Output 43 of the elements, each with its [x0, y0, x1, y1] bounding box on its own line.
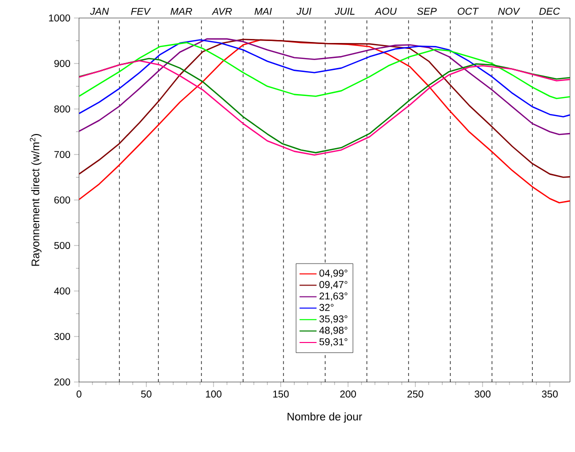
text: MAI — [254, 8, 272, 15]
y-tick-label: 1000 — [49, 14, 70, 22]
legend-label: 35,93° — [319, 315, 348, 324]
line-series — [79, 42, 570, 100]
x-axis-title: Nombre de jour — [288, 412, 362, 423]
x-tick-label: 50 — [141, 390, 152, 398]
x-tick-label: 150 — [273, 390, 289, 398]
text: DEC — [539, 8, 560, 15]
text: JAN — [90, 8, 109, 15]
y-tick-label: 400 — [54, 287, 70, 295]
x-tick-label: 350 — [542, 390, 558, 398]
y-tick-label: 300 — [54, 332, 70, 340]
legend-label: 32° — [319, 304, 334, 311]
y-axis-title: Rayonnement direct (w/m$^{2}$) — [30, 134, 42, 266]
text: SEP — [417, 8, 437, 15]
x-tick-label: 200 — [340, 390, 356, 398]
y-tick-label: 600 — [54, 196, 70, 204]
legend-label: 09,47° — [319, 281, 348, 290]
text: FEV — [131, 8, 151, 15]
line-series — [79, 38, 570, 178]
text: AVR — [212, 8, 232, 15]
legend-label: 59,31° — [319, 338, 348, 346]
line-series — [79, 38, 570, 136]
text: MAR — [170, 8, 192, 15]
x-tick-label: 300 — [474, 390, 490, 398]
text: AOU — [374, 8, 397, 15]
x-tick-label: 250 — [407, 390, 424, 398]
y-tick-label: 200 — [54, 378, 70, 386]
x-tick-label: 100 — [206, 390, 222, 398]
text: OCT — [458, 8, 479, 15]
legend-label: 04,99° — [319, 270, 348, 278]
line-series — [79, 39, 570, 204]
line-series — [79, 39, 570, 118]
legend-label: 48,98° — [319, 326, 348, 336]
y-tick-label: 800 — [54, 105, 70, 113]
text: JUI — [296, 8, 312, 15]
y-tick-label: 700 — [54, 150, 70, 158]
text: JUIL — [334, 8, 355, 15]
x-tick-label: 0 — [76, 390, 82, 398]
y-tick-label: 500 — [54, 242, 70, 250]
legend-label: 21,63° — [320, 292, 348, 301]
y-tick-label: 900 — [54, 60, 70, 68]
text: NOV — [498, 8, 520, 15]
